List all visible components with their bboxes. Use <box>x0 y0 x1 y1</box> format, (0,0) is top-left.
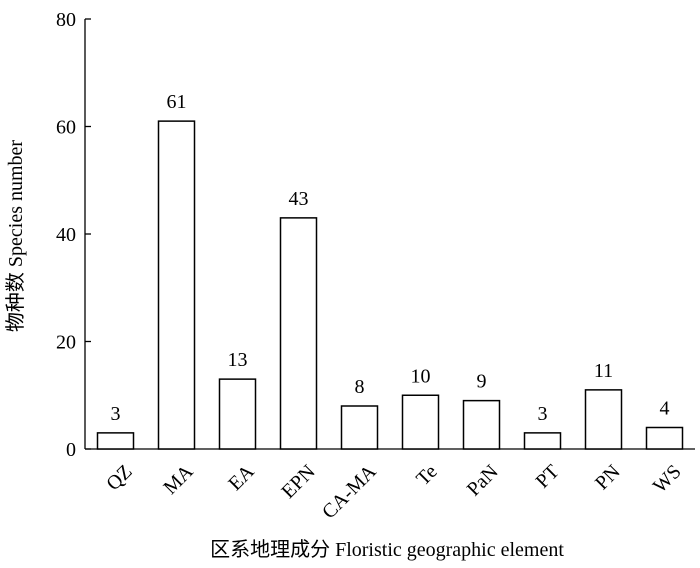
bar-pt <box>523 432 562 450</box>
data-label: 10 <box>411 365 431 387</box>
y-tick-label: 40 <box>56 224 76 246</box>
y-tick-label: 80 <box>56 9 76 31</box>
x-tick-label: PN <box>591 461 625 495</box>
data-label: 8 <box>355 376 365 398</box>
y-ticks: 0 20 40 60 80 <box>56 9 91 461</box>
bar-ea <box>218 378 257 450</box>
x-tick-label: PaN <box>463 461 503 501</box>
bar-epn <box>279 217 318 450</box>
y-tick-label: 20 <box>56 332 76 354</box>
x-tick-label: PT <box>532 461 564 493</box>
bar-pan <box>462 399 501 450</box>
data-label: 4 <box>660 398 670 420</box>
bar-ca-ma <box>340 405 379 450</box>
data-labels: 3 61 13 43 8 10 9 3 11 4 <box>111 91 670 425</box>
y-tick-label: 60 <box>56 117 76 139</box>
bar-pn <box>584 389 623 450</box>
y-tick-label: 0 <box>66 439 76 461</box>
data-label: 9 <box>477 371 487 393</box>
x-tick-label: MA <box>159 460 198 499</box>
x-axis-title: 区系地理成分 Floristic geographic element <box>210 538 564 561</box>
x-tick-label: WS <box>649 461 686 498</box>
bar-ws <box>645 426 684 450</box>
data-label: 43 <box>289 188 309 210</box>
bar-qz <box>96 432 135 450</box>
bars <box>96 120 684 450</box>
data-label: 11 <box>594 360 613 382</box>
data-label: 3 <box>538 403 548 425</box>
data-label: 3 <box>111 403 121 425</box>
x-tick-label: CA-MA <box>318 460 381 523</box>
bar-ma <box>157 120 196 450</box>
data-label: 61 <box>167 91 187 113</box>
x-tick-label: QZ <box>102 461 136 495</box>
bar-te <box>401 394 440 450</box>
x-tick-label: Te <box>412 461 442 491</box>
x-tick-label: EPN <box>277 461 319 503</box>
data-label: 13 <box>228 349 248 371</box>
y-axis-title: 物种数 Species number <box>4 140 27 333</box>
x-tick-label: EA <box>224 460 259 495</box>
